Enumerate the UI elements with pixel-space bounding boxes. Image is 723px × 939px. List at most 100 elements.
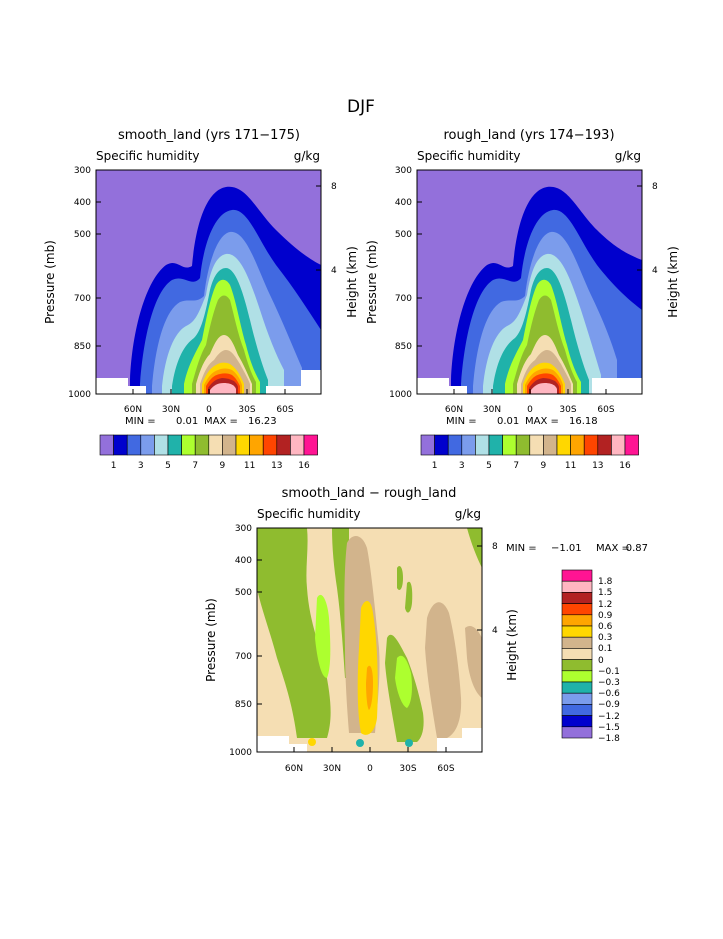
panel1-subtitle-left: Specific humidity (96, 149, 200, 163)
panel1-subtitle-right: g/kg (294, 149, 320, 163)
panel2-ytick-1000: 1000 (389, 390, 412, 400)
panel1-min-value: 0.01 (176, 416, 198, 427)
panel2-ytick-right-4: 4 (652, 266, 658, 276)
panel2-xticks (453, 389, 607, 394)
panel3-yticks (257, 527, 482, 705)
panel2-cbar-label-9: 9 (541, 461, 547, 471)
panel2-xtick-30n: 30N (483, 405, 501, 415)
panel1-ytick-300: 300 (74, 166, 91, 176)
panel1-max-value: 16.23 (248, 416, 277, 427)
panel3-subtitle-right: g/kg (455, 507, 481, 521)
panel2-ytick-500: 500 (395, 230, 412, 240)
panel1-level-15 (210, 383, 236, 394)
panel-smooth-land: smooth_land (yrs 171−175) Specific humid… (43, 128, 359, 471)
panel-rough-land: rough_land (yrs 174−193) Specific humidi… (365, 128, 680, 471)
panel2-cbar-label-1: 1 (432, 461, 438, 471)
panel3-min-label: MIN = (506, 543, 537, 554)
panel2-ytick-300: 300 (395, 166, 412, 176)
panel1-xticks (132, 389, 286, 394)
panel1-ytick-400: 400 (74, 198, 91, 208)
panel2-xtick-60s: 60S (597, 405, 614, 415)
panel1-ylabel-right: Height (km) (345, 246, 359, 317)
panel1-cbar-label-9: 9 (220, 461, 226, 471)
panel2-min-label: MIN = (446, 416, 477, 427)
panel3-light-left (315, 594, 331, 678)
panel3-xtick-60s: 60S (437, 764, 454, 774)
panel1-xtick-60n: 60N (124, 405, 142, 415)
panel3-cbar-label-9: −0.1 (598, 667, 620, 677)
panel1-ytick-right-8: 8 (331, 182, 337, 192)
panel1-cbar-label-11: 11 (244, 461, 255, 471)
panel3-title: smooth_land − rough_land (282, 486, 457, 501)
panel1-cbar-label-16: 16 (298, 461, 310, 471)
panel3-neg-right-top (467, 528, 482, 568)
panel3-cbar-label-15: −1.8 (598, 734, 620, 744)
panel3-neg-left (257, 528, 331, 738)
panel3-ytick-700: 700 (235, 652, 252, 662)
panel2-plot-area (417, 170, 642, 394)
panel2-cbar-label-7: 7 (513, 461, 519, 471)
panel1-cbar-label-1: 1 (111, 461, 117, 471)
panel3-cbar-label-13: −1.2 (598, 712, 620, 722)
panel3-xtick-60n: 60N (285, 764, 303, 774)
panel2-ylabel: Pressure (mb) (365, 240, 379, 324)
panel3-ytick-right-4: 4 (492, 626, 498, 636)
panel2-subtitle-right: g/kg (615, 149, 641, 163)
panel3-cbar-label-2: 1.5 (598, 588, 612, 598)
panel3-cbar-label-11: −0.6 (598, 689, 620, 699)
panel1-max-label: MAX = (204, 416, 238, 427)
panel1-ytick-500: 500 (74, 230, 91, 240)
panel3-subtitle-left: Specific humidity (257, 507, 361, 521)
panel3-ytick-1000: 1000 (229, 748, 252, 758)
panel2-max-value: 16.18 (569, 416, 598, 427)
panel3-xticks (293, 747, 447, 752)
panel2-title: rough_land (yrs 174−193) (443, 128, 614, 143)
panel2-ytick-700: 700 (395, 294, 412, 304)
panel2-cbar-label-13: 13 (592, 461, 603, 471)
panel3-light-right (395, 655, 412, 708)
panel3-cbar-label-8: 0 (598, 656, 604, 666)
panel3-ytick-300: 300 (235, 524, 252, 534)
panel2-cbar-label-3: 3 (459, 461, 465, 471)
panel3-cbar-label-4: 0.9 (598, 611, 613, 621)
panel3-cbar-label-14: −1.5 (598, 723, 620, 733)
panel1-ytick-700: 700 (74, 294, 91, 304)
panel2-cbar-label-11: 11 (565, 461, 576, 471)
panel3-cbar-label-1: 1.8 (598, 577, 613, 587)
panel3-cbar-label-10: −0.3 (598, 678, 620, 688)
panel2-subtitle-left: Specific humidity (417, 149, 521, 163)
panel3-xtick-30s: 30S (399, 764, 416, 774)
panel3-max-label: MAX = (596, 543, 630, 554)
panel-difference: smooth_land − rough_land Specific humidi… (204, 486, 648, 774)
panel3-xtick-0: 0 (367, 764, 373, 774)
panel3-surface-mask-right (437, 728, 482, 752)
panel3-spot-1 (308, 738, 316, 746)
panel2-ytick-850: 850 (395, 342, 412, 352)
panel3-spot-3 (405, 739, 413, 747)
panel3-spot-2 (356, 739, 364, 747)
panel3-ytick-right-8: 8 (492, 542, 498, 552)
panel1-ytick-850: 850 (74, 342, 91, 352)
panel3-ylabel: Pressure (mb) (204, 598, 218, 682)
panel3-cbar-label-12: −0.9 (598, 700, 620, 710)
panel2-ylabel-right: Height (km) (666, 246, 680, 317)
panel3-neg-small-2 (405, 581, 413, 613)
panel1-surface-mask-right (266, 370, 321, 394)
panel3-max-value: 0.87 (626, 543, 648, 554)
panel3-ylabel-right: Height (km) (505, 609, 519, 680)
panel3-ytick-850: 850 (235, 700, 252, 710)
panel1-cbar-label-3: 3 (138, 461, 144, 471)
panel3-min-value: −1.01 (551, 543, 582, 554)
panel2-surface-mask-right (592, 378, 642, 394)
panel3-pos-far-right (465, 626, 482, 698)
panel1-ylabel: Pressure (mb) (43, 240, 57, 324)
panel3-neg-small (397, 566, 403, 590)
panel2-ytick-right-8: 8 (652, 182, 658, 192)
panel2-level-15 (531, 383, 557, 394)
panel3-pos-right (425, 602, 462, 738)
panel1-cbar-label-5: 5 (165, 461, 171, 471)
panel1-xtick-0: 0 (206, 405, 212, 415)
panel3-ytick-500: 500 (235, 588, 252, 598)
panel2-max-label: MAX = (525, 416, 559, 427)
